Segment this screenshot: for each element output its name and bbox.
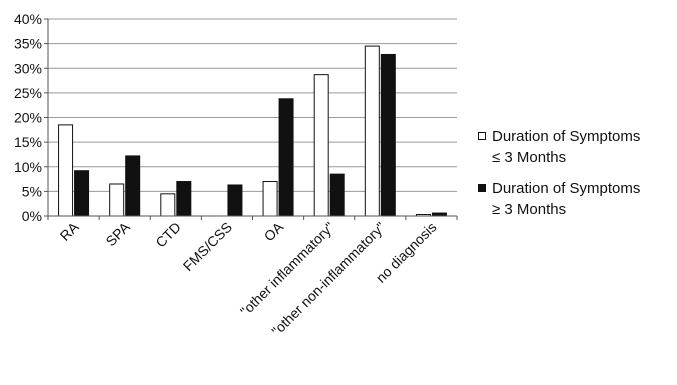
legend-label-short-duration-line2: ≤ 3 Months bbox=[492, 149, 567, 166]
y-tick-label: 25% bbox=[14, 85, 42, 101]
bar-short-duration-4 bbox=[262, 181, 278, 217]
x-tick-label: OA bbox=[261, 218, 287, 244]
y-tick-label: 0% bbox=[22, 208, 42, 224]
legend: Duration of Symptoms ≤ 3 Months Duration… bbox=[478, 126, 674, 230]
bar-long-duration-6 bbox=[380, 53, 396, 217]
y-tick-label: 35% bbox=[14, 36, 42, 52]
x-tick-label: CTD bbox=[152, 219, 184, 251]
bar-short-duration-0 bbox=[58, 124, 74, 217]
bar-short-duration-6 bbox=[364, 45, 380, 217]
axes bbox=[47, 19, 458, 220]
bar-long-duration-0 bbox=[74, 170, 90, 217]
y-tick-label: 10% bbox=[14, 159, 42, 175]
x-tick-label: "other inflammatory" bbox=[237, 219, 337, 319]
bar-short-duration-2 bbox=[160, 193, 176, 217]
legend-swatch-short-duration bbox=[478, 132, 486, 140]
bar-long-duration-1 bbox=[125, 155, 141, 217]
legend-item-short-duration: Duration of Symptoms ≤ 3 Months bbox=[478, 126, 674, 168]
legend-swatch-long-duration bbox=[478, 184, 486, 192]
bars bbox=[58, 45, 447, 217]
y-tick-label: 15% bbox=[14, 134, 42, 150]
legend-label-long-duration-line2: ≥ 3 Months bbox=[492, 201, 567, 218]
y-tick-label: 30% bbox=[14, 60, 42, 76]
bar-long-duration-3 bbox=[227, 184, 243, 217]
bar-long-duration-2 bbox=[176, 181, 192, 217]
bar-long-duration-5 bbox=[329, 173, 345, 217]
bar-long-duration-4 bbox=[278, 98, 294, 217]
x-tick-label: FMS/CSS bbox=[180, 219, 235, 274]
bar-short-duration-5 bbox=[313, 74, 329, 217]
legend-item-long-duration: Duration of Symptoms ≥ 3 Months bbox=[478, 178, 674, 220]
legend-label-short-duration-line1: Duration of Symptoms bbox=[492, 128, 641, 145]
y-tick-label: 5% bbox=[22, 183, 42, 199]
x-tick-label: SPA bbox=[102, 218, 133, 249]
y-tick-label: 40% bbox=[14, 11, 42, 27]
x-tick-label: RA bbox=[57, 218, 83, 244]
legend-label-long-duration-line1: Duration of Symptoms bbox=[492, 180, 641, 197]
bar-short-duration-1 bbox=[109, 183, 125, 217]
y-tick-label: 20% bbox=[14, 110, 42, 126]
y-tick-labels: 0% 5% 10% 15% 20% 25% 30% 35% 40% bbox=[14, 11, 42, 224]
